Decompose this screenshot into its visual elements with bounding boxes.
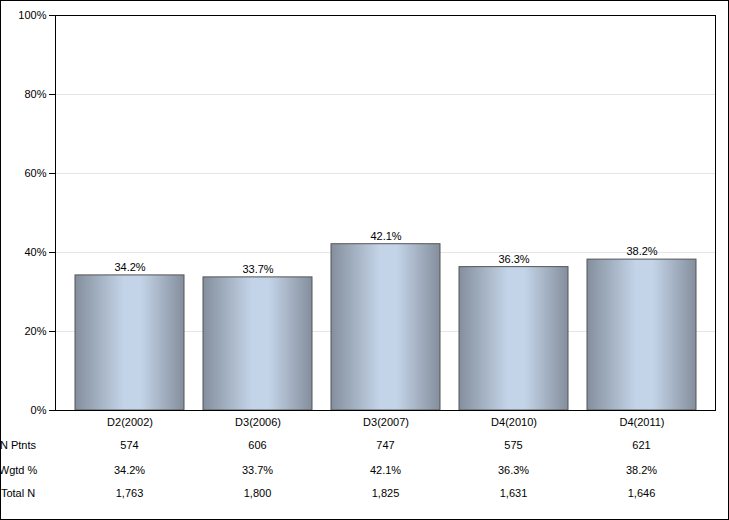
svg-text:Total N: Total N: [1, 487, 35, 499]
svg-text:60%: 60%: [24, 167, 46, 179]
svg-text:33.7%: 33.7%: [242, 464, 273, 476]
svg-text:100%: 100%: [18, 9, 46, 21]
svg-text:Wgtd %: Wgtd %: [0, 464, 37, 476]
svg-text:34.2%: 34.2%: [114, 261, 145, 273]
svg-text:1,825: 1,825: [372, 487, 400, 499]
svg-text:0%: 0%: [31, 404, 47, 416]
svg-text:38.2%: 38.2%: [626, 464, 657, 476]
svg-text:N Ptnts: N Ptnts: [0, 439, 37, 451]
svg-text:34.2%: 34.2%: [114, 464, 145, 476]
svg-text:1,763: 1,763: [116, 487, 144, 499]
svg-text:42.1%: 42.1%: [370, 464, 401, 476]
svg-text:38.2%: 38.2%: [626, 245, 657, 257]
svg-text:80%: 80%: [24, 88, 46, 100]
svg-text:D3(2007): D3(2007): [363, 416, 409, 428]
svg-text:574: 574: [120, 439, 138, 451]
svg-text:33.7%: 33.7%: [242, 263, 273, 275]
svg-text:36.3%: 36.3%: [498, 253, 529, 265]
svg-text:D2(2002): D2(2002): [107, 416, 153, 428]
svg-text:36.3%: 36.3%: [498, 464, 529, 476]
svg-text:D4(2011): D4(2011): [619, 416, 664, 428]
svg-text:D3(2006): D3(2006): [235, 416, 281, 428]
svg-text:621: 621: [632, 439, 650, 451]
svg-text:575: 575: [504, 439, 522, 451]
svg-text:1,646: 1,646: [628, 487, 656, 499]
svg-text:20%: 20%: [24, 325, 46, 337]
svg-text:40%: 40%: [24, 246, 46, 258]
svg-text:42.1%: 42.1%: [370, 230, 401, 242]
svg-text:1,800: 1,800: [244, 487, 272, 499]
svg-text:D4(2010): D4(2010): [491, 416, 537, 428]
svg-text:747: 747: [376, 439, 394, 451]
svg-text:1,631: 1,631: [500, 487, 528, 499]
svg-text:606: 606: [248, 439, 266, 451]
